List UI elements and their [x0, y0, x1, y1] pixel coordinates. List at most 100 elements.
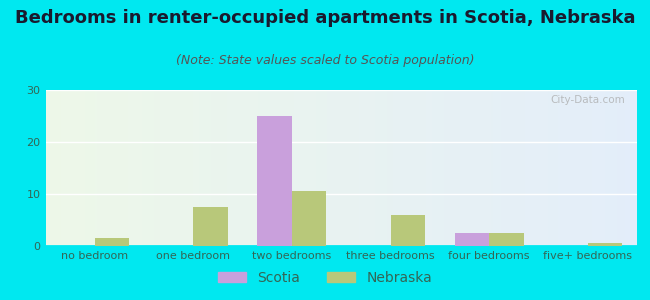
Bar	[396, 90, 398, 246]
Bar	[542, 90, 544, 246]
Bar	[172, 90, 174, 246]
Bar	[572, 90, 574, 246]
Bar	[75, 90, 77, 246]
Bar	[588, 243, 622, 246]
Bar	[87, 90, 89, 246]
Bar	[495, 90, 497, 246]
Bar	[135, 90, 136, 246]
Bar	[270, 90, 272, 246]
Bar	[205, 90, 207, 246]
Bar	[540, 90, 542, 246]
Bar	[528, 90, 530, 246]
Bar	[272, 90, 274, 246]
Bar	[320, 90, 322, 246]
Bar	[122, 90, 124, 246]
Bar	[385, 90, 387, 246]
Bar	[605, 90, 607, 246]
Bar	[428, 90, 430, 246]
Text: City-Data.com: City-Data.com	[551, 95, 625, 105]
Bar	[203, 90, 205, 246]
Bar	[566, 90, 568, 246]
Bar	[63, 90, 65, 246]
Text: Bedrooms in renter-occupied apartments in Scotia, Nebraska: Bedrooms in renter-occupied apartments i…	[15, 9, 635, 27]
Bar	[91, 90, 93, 246]
Bar	[81, 90, 83, 246]
Bar	[593, 90, 595, 246]
Bar	[519, 90, 521, 246]
Bar	[631, 90, 633, 246]
Bar	[345, 90, 347, 246]
Bar	[191, 90, 194, 246]
Bar	[416, 90, 418, 246]
Bar	[463, 90, 465, 246]
Bar	[584, 90, 586, 246]
Bar	[253, 90, 255, 246]
Bar	[337, 90, 339, 246]
Bar	[546, 90, 548, 246]
Bar	[69, 90, 71, 246]
Bar	[509, 90, 511, 246]
Bar	[391, 90, 393, 246]
Bar	[128, 90, 130, 246]
Bar	[89, 90, 91, 246]
Bar	[477, 90, 479, 246]
Bar	[398, 90, 400, 246]
Bar	[616, 90, 618, 246]
Bar	[183, 90, 185, 246]
Bar	[430, 90, 432, 246]
Bar	[229, 90, 231, 246]
Bar	[517, 90, 519, 246]
Bar	[266, 90, 268, 246]
Bar	[120, 90, 122, 246]
Bar	[422, 90, 424, 246]
Bar	[179, 90, 181, 246]
Bar	[552, 90, 554, 246]
Bar	[99, 90, 101, 246]
Bar	[633, 90, 635, 246]
Bar	[59, 90, 61, 246]
Bar	[189, 90, 191, 246]
Bar	[194, 90, 196, 246]
Bar	[471, 90, 473, 246]
Bar	[112, 90, 114, 246]
Bar	[578, 90, 580, 246]
Bar	[335, 90, 337, 246]
Bar	[107, 90, 109, 246]
Bar	[211, 90, 213, 246]
Bar	[332, 90, 333, 246]
Bar	[438, 90, 440, 246]
Bar	[365, 90, 367, 246]
Bar	[343, 90, 345, 246]
Bar	[538, 90, 540, 246]
Bar	[223, 90, 225, 246]
Bar	[499, 90, 501, 246]
Bar	[383, 90, 385, 246]
Bar	[440, 90, 442, 246]
Bar	[607, 90, 610, 246]
Bar	[393, 90, 395, 246]
Bar	[67, 90, 69, 246]
Bar	[118, 90, 120, 246]
Bar	[333, 90, 335, 246]
Bar	[485, 90, 487, 246]
Bar	[612, 90, 614, 246]
Bar	[363, 90, 365, 246]
Bar	[244, 90, 246, 246]
Bar	[282, 90, 284, 246]
Bar	[357, 90, 359, 246]
Bar	[601, 90, 603, 246]
Bar	[288, 90, 290, 246]
Bar	[373, 90, 375, 246]
Bar	[614, 90, 616, 246]
Bar	[532, 90, 534, 246]
Bar	[215, 90, 217, 246]
Bar	[580, 90, 582, 246]
Bar	[406, 90, 408, 246]
Bar	[408, 90, 410, 246]
Bar	[46, 90, 47, 246]
Bar	[225, 90, 227, 246]
Bar	[469, 90, 471, 246]
Bar	[627, 90, 629, 246]
Bar	[623, 90, 625, 246]
Bar	[400, 90, 402, 246]
